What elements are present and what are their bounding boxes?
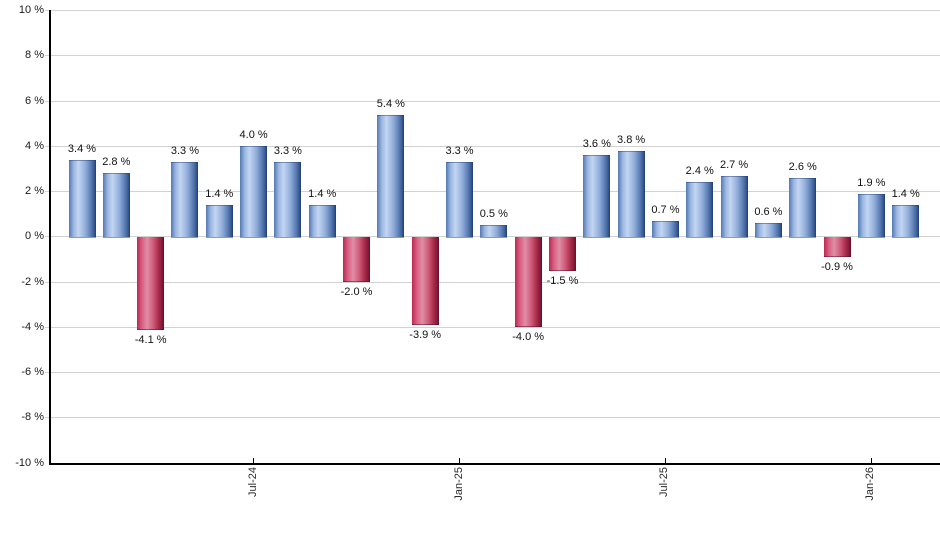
bar xyxy=(480,225,508,238)
bar xyxy=(720,175,748,238)
x-axis-tick xyxy=(458,458,461,464)
gridline xyxy=(45,281,940,283)
y-axis-tick-label: -2 % xyxy=(21,275,44,288)
bar-value-label: -0.9 % xyxy=(821,261,853,274)
bar xyxy=(548,236,576,271)
gridline xyxy=(45,191,940,193)
gridline xyxy=(45,326,940,328)
x-axis-tick-label: Jul-25 xyxy=(658,467,671,498)
bar-value-label: -1.5 % xyxy=(546,274,579,287)
bar-value-label: 3.3 % xyxy=(273,145,302,158)
gridline xyxy=(45,145,940,147)
bar-value-label: -2.0 % xyxy=(340,286,373,299)
y-axis-tick-label: 2 % xyxy=(25,185,44,198)
bar-value-label: -4.0 % xyxy=(512,331,545,344)
bar-value-label: 2.4 % xyxy=(685,165,714,178)
bar-value-label: 0.5 % xyxy=(479,208,508,221)
y-axis-tick-label: 4 % xyxy=(25,139,44,152)
bar xyxy=(377,114,405,238)
bar-value-label: 3.6 % xyxy=(582,138,611,151)
gridline xyxy=(45,10,940,11)
gridline xyxy=(45,55,940,57)
bar xyxy=(137,236,165,330)
x-axis-tick-label: Jan-26 xyxy=(864,467,877,501)
y-axis-tick-label: -6 % xyxy=(21,366,44,379)
x-axis-line xyxy=(49,462,940,465)
bar-value-label: 3.3 % xyxy=(170,145,200,158)
bar-value-label: 2.7 % xyxy=(720,158,749,171)
bar-value-label: 5.4 % xyxy=(376,97,405,110)
y-axis-tick-label: -10 % xyxy=(15,456,44,469)
bar-value-label: 1.4 % xyxy=(308,188,337,201)
gridline xyxy=(45,372,940,374)
bar-value-label: 3.8 % xyxy=(617,133,646,146)
bar xyxy=(274,162,302,238)
bar-value-label: 4.0 % xyxy=(239,129,268,142)
bar xyxy=(308,205,336,238)
x-axis-tick xyxy=(664,458,667,464)
y-axis-line xyxy=(49,10,51,466)
bar xyxy=(617,150,645,238)
bar xyxy=(205,205,233,238)
bar xyxy=(240,146,268,238)
bar xyxy=(789,177,817,238)
bar-value-label: 0.7 % xyxy=(651,203,680,216)
bar-value-label: 3.4 % xyxy=(67,142,97,155)
y-axis-tick-label: -8 % xyxy=(21,411,44,424)
bar-value-label: 3.3 % xyxy=(445,145,474,158)
y-axis-tick-label: 8 % xyxy=(25,49,44,62)
bar-value-label: 1.4 % xyxy=(891,188,920,201)
bar-value-label: -3.9 % xyxy=(409,329,442,342)
bar-value-label: 2.6 % xyxy=(788,160,817,173)
y-axis-tick-label: -4 % xyxy=(21,320,44,333)
bar xyxy=(892,205,920,238)
bar xyxy=(857,193,885,238)
x-axis-tick-label: Jan-25 xyxy=(452,467,465,501)
bar-value-label: -4.1 % xyxy=(134,333,167,346)
bar xyxy=(514,236,542,328)
bar-value-label: 2.8 % xyxy=(102,156,131,169)
bar-value-label: 0.6 % xyxy=(754,206,783,219)
bar-value-label: 1.9 % xyxy=(857,176,886,189)
bar xyxy=(823,236,851,258)
bar xyxy=(171,162,199,238)
bar xyxy=(446,162,474,238)
x-axis-tick xyxy=(870,458,873,464)
bar xyxy=(754,223,782,238)
gridline xyxy=(45,417,940,419)
bar xyxy=(68,159,96,238)
bar xyxy=(651,220,679,238)
y-axis-tick-label: 0 % xyxy=(25,230,44,243)
y-axis-tick-label: 10 % xyxy=(18,4,44,16)
x-axis-tick-label: Jul-24 xyxy=(246,467,259,498)
bar xyxy=(411,236,439,326)
bar xyxy=(686,182,714,238)
bar-value-label: 1.4 % xyxy=(205,188,234,201)
y-axis-tick-label: 6 % xyxy=(25,94,44,107)
x-axis-tick xyxy=(252,458,255,464)
bar xyxy=(583,155,611,238)
gridline xyxy=(45,100,940,102)
bar xyxy=(343,236,371,283)
bar xyxy=(102,173,130,238)
